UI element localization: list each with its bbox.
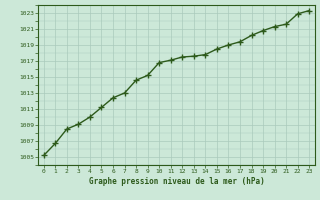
X-axis label: Graphe pression niveau de la mer (hPa): Graphe pression niveau de la mer (hPa)	[89, 177, 264, 186]
